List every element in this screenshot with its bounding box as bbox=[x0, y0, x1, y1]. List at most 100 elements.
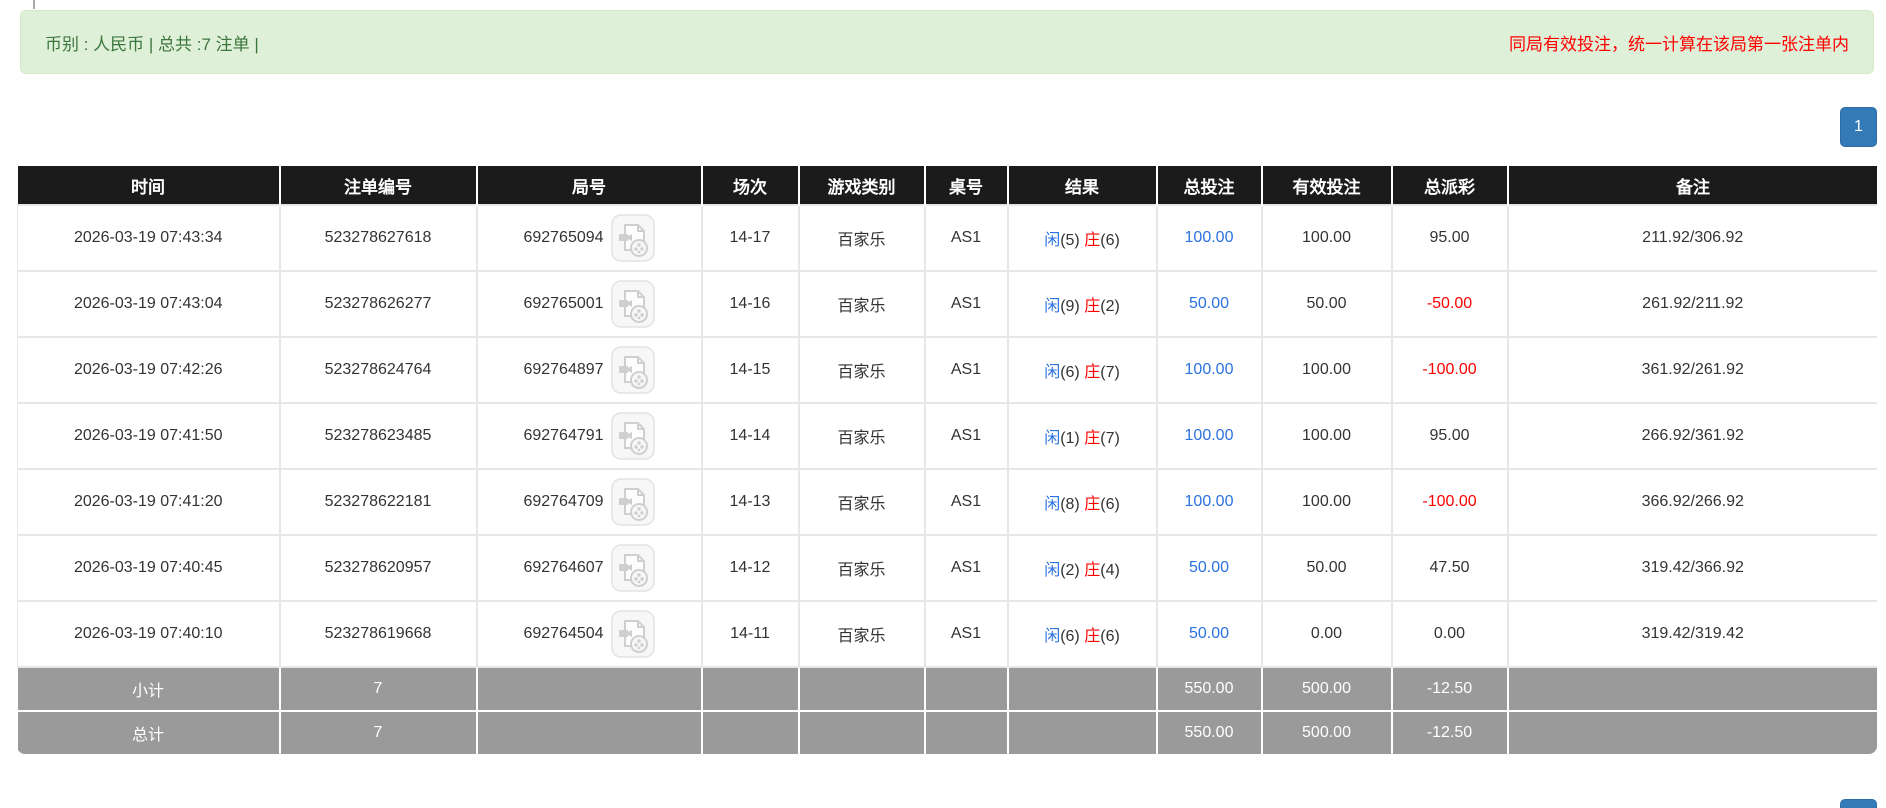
column-header-0: 时间 bbox=[17, 166, 280, 205]
cell-remark: 261.92/211.92 bbox=[1506, 270, 1877, 338]
result-player-value: (8) bbox=[1060, 496, 1080, 513]
result-player-value: (5) bbox=[1060, 232, 1080, 249]
cell-result: 闲(1) 庄(7) bbox=[1006, 402, 1158, 470]
cell-total-bet: 100.00 bbox=[1155, 336, 1263, 404]
cell-session: 14-17 bbox=[700, 204, 800, 272]
cell-round: 692764504 bbox=[475, 600, 703, 668]
result-banker-value: (7) bbox=[1100, 430, 1120, 447]
cell-table-no: AS1 bbox=[923, 534, 1009, 602]
column-header-8: 有效投注 bbox=[1260, 166, 1392, 205]
round-number: 692764607 bbox=[523, 559, 604, 576]
cell-table-no: AS1 bbox=[923, 204, 1009, 272]
summary-remark bbox=[1506, 666, 1877, 712]
cell-time: 2026-03-19 07:43:34 bbox=[17, 204, 281, 272]
subtotal-row: 小计 7 550.00 500.00 -12.50 bbox=[17, 666, 1877, 712]
cell-session: 14-13 bbox=[700, 468, 800, 536]
table-row: 2026-03-19 07:40:10 523278619668 692764504… bbox=[17, 600, 1877, 668]
cell-total-bet: 100.00 bbox=[1155, 402, 1263, 470]
banner-notice-text: 同局有效投注，统一计算在该局第一张注单内 bbox=[1509, 34, 1849, 54]
cell-remark: 211.92/306.92 bbox=[1506, 204, 1877, 272]
video-replay-button[interactable] bbox=[610, 346, 655, 394]
summary-label: 小计 bbox=[17, 666, 281, 712]
round-content: 692765001 bbox=[482, 280, 697, 328]
video-replay-icon bbox=[610, 412, 655, 460]
bet-records-table: 时间 注单编号 局号 场次 游戏类别 桌号 结果 总投注 有效投注 总派彩 备注 2026-03-1… bbox=[17, 166, 1877, 754]
cell-bet-id: 523278624764 bbox=[278, 336, 478, 404]
summary-count: 7 bbox=[278, 710, 478, 754]
cell-total-bet: 50.00 bbox=[1155, 534, 1263, 602]
total-bet-link[interactable]: 100.00 bbox=[1184, 427, 1234, 444]
round-content: 692764504 bbox=[482, 610, 697, 658]
summary-label: 总计 bbox=[17, 710, 281, 754]
cell-payout: 0.00 bbox=[1390, 600, 1509, 668]
summary-payout: -12.50 bbox=[1390, 710, 1509, 754]
cell-valid-bet: 100.00 bbox=[1260, 402, 1393, 470]
summary-valid-bet: 500.00 bbox=[1260, 710, 1393, 754]
cell-round: 692765001 bbox=[475, 270, 703, 338]
result-banker-value: (6) bbox=[1100, 628, 1120, 645]
pagination-page-1-top[interactable]: 1 bbox=[1840, 107, 1877, 147]
cell-game-type: 百家乐 bbox=[797, 600, 926, 668]
total-bet-link[interactable]: 100.00 bbox=[1184, 361, 1234, 378]
cell-total-bet: 100.00 bbox=[1155, 204, 1263, 272]
video-replay-icon bbox=[610, 544, 655, 592]
cell-payout: -100.00 bbox=[1390, 336, 1509, 404]
pagination-page-1-bottom[interactable]: 1 bbox=[1840, 799, 1877, 808]
video-replay-button[interactable] bbox=[610, 544, 655, 592]
round-content: 692764897 bbox=[482, 346, 697, 394]
table-header: 时间 注单编号 局号 场次 游戏类别 桌号 结果 总投注 有效投注 总派彩 备注 bbox=[17, 166, 1877, 205]
cell-game-type: 百家乐 bbox=[797, 534, 926, 602]
video-replay-icon bbox=[610, 280, 655, 328]
video-replay-button[interactable] bbox=[610, 610, 655, 658]
total-bet-link[interactable]: 100.00 bbox=[1184, 229, 1234, 246]
summary-empty-cell bbox=[700, 710, 800, 754]
cutoff-element-tick bbox=[33, 0, 35, 9]
result-banker-label: 庄 bbox=[1084, 430, 1101, 447]
cell-time: 2026-03-19 07:41:50 bbox=[17, 402, 281, 470]
total-bet-link[interactable]: 50.00 bbox=[1188, 559, 1230, 576]
cell-remark: 366.92/266.92 bbox=[1506, 468, 1877, 536]
video-replay-icon bbox=[610, 346, 655, 394]
table-row: 2026-03-19 07:41:50 523278623485 692764791… bbox=[17, 402, 1877, 470]
video-replay-button[interactable] bbox=[610, 412, 655, 460]
cell-session: 14-11 bbox=[700, 600, 800, 668]
cell-table-no: AS1 bbox=[923, 468, 1009, 536]
cell-round: 692764709 bbox=[475, 468, 703, 536]
cell-valid-bet: 100.00 bbox=[1260, 204, 1393, 272]
cell-time: 2026-03-19 07:43:04 bbox=[17, 270, 281, 338]
video-replay-icon bbox=[610, 610, 655, 658]
result-player-label: 闲 bbox=[1044, 430, 1061, 447]
round-number: 692765094 bbox=[523, 229, 604, 246]
result-player-value: (6) bbox=[1060, 364, 1080, 381]
cell-bet-id: 523278622181 bbox=[278, 468, 478, 536]
table-row: 2026-03-19 07:43:34 523278627618 692765094… bbox=[17, 204, 1877, 272]
cell-remark: 319.42/319.42 bbox=[1506, 600, 1877, 668]
table-row: 2026-03-19 07:43:04 523278626277 692765001… bbox=[17, 270, 1877, 338]
result-player-label: 闲 bbox=[1044, 364, 1061, 381]
cell-bet-id: 523278626277 bbox=[278, 270, 478, 338]
summary-empty-cell bbox=[475, 710, 703, 754]
column-header-3: 场次 bbox=[700, 166, 799, 205]
video-replay-button[interactable] bbox=[610, 280, 655, 328]
cell-game-type: 百家乐 bbox=[797, 402, 926, 470]
table-row: 2026-03-19 07:42:26 523278624764 692764897… bbox=[17, 336, 1877, 404]
cell-table-no: AS1 bbox=[923, 402, 1009, 470]
column-header-1: 注单编号 bbox=[278, 166, 477, 205]
cell-session: 14-16 bbox=[700, 270, 800, 338]
cell-total-bet: 50.00 bbox=[1155, 270, 1263, 338]
summary-empty-cell bbox=[475, 666, 703, 712]
result-banker-value: (6) bbox=[1100, 496, 1120, 513]
total-bet-link[interactable]: 50.00 bbox=[1188, 625, 1230, 642]
cell-time: 2026-03-19 07:41:20 bbox=[17, 468, 281, 536]
round-number: 692764504 bbox=[523, 625, 604, 642]
summary-valid-bet: 500.00 bbox=[1260, 666, 1393, 712]
summary-remark bbox=[1506, 710, 1877, 754]
total-bet-link[interactable]: 50.00 bbox=[1188, 295, 1230, 312]
video-replay-icon bbox=[610, 214, 655, 262]
total-bet-link[interactable]: 100.00 bbox=[1184, 493, 1234, 510]
video-replay-button[interactable] bbox=[610, 214, 655, 262]
cell-result: 闲(5) 庄(6) bbox=[1006, 204, 1158, 272]
summary-count: 7 bbox=[278, 666, 478, 712]
video-replay-button[interactable] bbox=[610, 478, 655, 526]
cell-remark: 361.92/261.92 bbox=[1506, 336, 1877, 404]
